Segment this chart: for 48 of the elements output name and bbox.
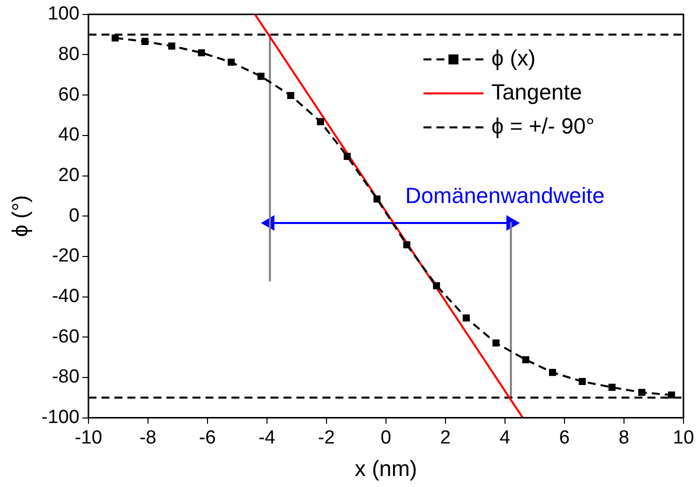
point xyxy=(344,152,351,160)
x-axis-title: x (nm) xyxy=(354,456,418,481)
legend-label: Tangente xyxy=(491,79,582,104)
x-tick-label: -4 xyxy=(258,427,276,448)
point xyxy=(373,195,381,202)
x-tick-label: 10 xyxy=(672,427,694,448)
y-tick-label: 0 xyxy=(68,205,80,226)
point xyxy=(316,118,324,126)
point xyxy=(198,49,206,56)
x-tick-label: 0 xyxy=(380,427,392,448)
legend-label: ϕ = +/- 90° xyxy=(491,113,594,138)
point xyxy=(522,356,530,364)
point xyxy=(257,72,265,80)
y-tick-label: -60 xyxy=(52,326,80,348)
x-tick-label: -8 xyxy=(139,427,156,448)
y-tick-label: 80 xyxy=(58,44,80,65)
point xyxy=(168,42,176,50)
x-tick-label: 4 xyxy=(500,427,511,448)
point xyxy=(432,282,440,290)
y-tick-label: 20 xyxy=(58,164,80,186)
point xyxy=(638,388,646,396)
point xyxy=(112,34,119,42)
y-tick-label: -80 xyxy=(52,366,80,388)
x-tick-label: -6 xyxy=(198,427,216,448)
point xyxy=(403,241,410,248)
x-tick-label: 2 xyxy=(440,427,451,448)
annotation: Domänenwandweite xyxy=(405,183,605,208)
y-tick-label: -40 xyxy=(52,286,80,308)
point xyxy=(608,384,616,391)
point xyxy=(141,38,148,45)
y-tick-label: 40 xyxy=(58,124,80,146)
point xyxy=(462,314,470,322)
point xyxy=(548,368,556,376)
point xyxy=(228,58,235,66)
point xyxy=(578,378,586,386)
point xyxy=(287,92,294,100)
y-tick-label: 60 xyxy=(58,84,80,106)
x-tick-label: -10 xyxy=(74,427,102,448)
point xyxy=(668,391,676,399)
y-axis-title: ϕ (°) xyxy=(7,195,32,238)
point xyxy=(492,339,500,347)
x-tick-label: 6 xyxy=(559,427,570,448)
y-tick-label: -100 xyxy=(41,407,80,428)
x-tick-label: 8 xyxy=(618,427,630,448)
y-tick-label: -20 xyxy=(52,246,80,267)
legend-label: ϕ (x) xyxy=(491,45,536,70)
y-tick-label: 100 xyxy=(48,4,80,25)
x-tick-label: -2 xyxy=(318,427,335,448)
